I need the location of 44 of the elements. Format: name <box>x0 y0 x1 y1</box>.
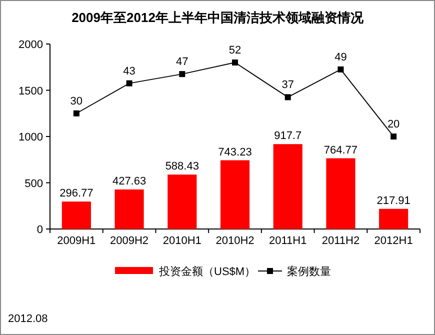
data-label: 217.91 <box>376 194 410 207</box>
point <box>284 94 291 100</box>
data-label: 20 <box>387 118 400 130</box>
bar <box>379 208 408 229</box>
y-tick-label: 1500 <box>18 85 43 98</box>
legend-label: 投资金额（US$M） <box>158 265 256 278</box>
y-tick-label: 2000 <box>18 39 43 51</box>
data-label: 296.77 <box>60 188 94 200</box>
bar <box>168 174 197 229</box>
title: 2009年至2012年上半年中国清洁技术领域融资情况 <box>72 10 364 25</box>
y-tick-label: 1000 <box>18 132 43 144</box>
point <box>232 60 238 66</box>
data-label: 764.77 <box>324 144 358 156</box>
x-tick-label: 2009H1 <box>57 235 96 247</box>
point <box>390 134 397 140</box>
x-tick-label: 2011H1 <box>269 235 307 247</box>
x-tick-label: 2010H2 <box>216 235 254 247</box>
point <box>73 110 80 116</box>
bar <box>220 160 250 229</box>
point <box>338 66 344 72</box>
legend-label: 案例数量 <box>287 265 331 278</box>
data-label: 52 <box>228 44 242 56</box>
x-tick-label: 2009H2 <box>110 235 149 247</box>
data-label: 49 <box>334 51 347 64</box>
data-label: 588.43 <box>165 160 199 173</box>
point <box>126 80 132 86</box>
data-label: 30 <box>70 95 83 108</box>
y-tick-label: 500 <box>24 178 43 190</box>
bar <box>114 189 144 229</box>
bar <box>62 202 91 229</box>
y-tick-label: 0 <box>36 224 43 236</box>
data-label: 427.63 <box>112 175 146 188</box>
data-label: 743.23 <box>218 146 252 158</box>
x-tick-label: 2010H1 <box>162 235 202 247</box>
bar <box>273 144 302 229</box>
bar <box>326 158 356 229</box>
x-tick-label: 2012H1 <box>374 235 413 247</box>
data-label: 47 <box>176 56 188 68</box>
x-tick-label: 2011H2 <box>322 235 360 247</box>
point <box>179 71 186 78</box>
data-label: 43 <box>123 65 136 78</box>
data-label: 917.7 <box>274 130 302 142</box>
data-label: 37 <box>282 79 294 92</box>
annotation: 2012.08 <box>8 313 48 325</box>
